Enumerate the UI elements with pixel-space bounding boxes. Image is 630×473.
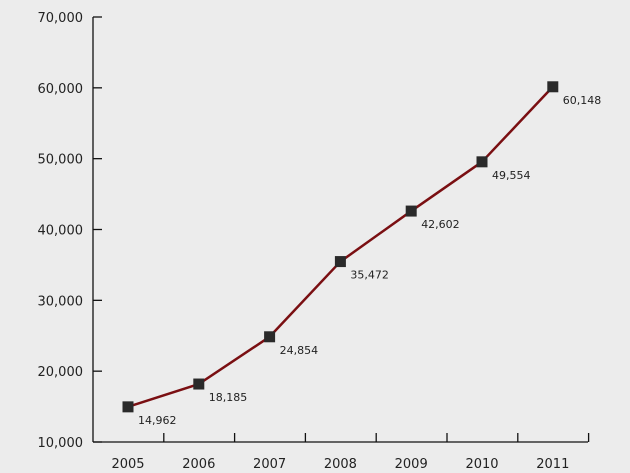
x-tick-label: 2006 [182, 457, 215, 472]
data-label: 24,854 [280, 344, 319, 357]
data-point-marker [334, 256, 346, 268]
data-label: 60,148 [563, 94, 602, 107]
series-line [127, 85, 554, 409]
data-label: 18,185 [209, 391, 248, 404]
data-point-marker [547, 81, 559, 93]
y-tick-label: 50,000 [38, 153, 84, 168]
data-point-marker [193, 378, 205, 390]
y-tick-label: 40,000 [38, 224, 84, 239]
x-tick-label: 2011 [536, 457, 569, 472]
x-tick-label: 2010 [465, 457, 498, 472]
data-label: 14,962 [138, 414, 177, 427]
data-label: 42,602 [421, 218, 460, 231]
x-tick-label: 2005 [111, 457, 144, 472]
y-tick-label: 60,000 [38, 82, 84, 97]
x-tick-label: 2007 [253, 457, 286, 472]
data-label: 35,472 [350, 269, 389, 282]
y-tick-label: 20,000 [38, 365, 84, 380]
y-tick-label: 30,000 [38, 294, 84, 309]
x-tick-label: 2008 [324, 457, 357, 472]
y-tick-label: 10,000 [38, 436, 84, 451]
data-label: 49,554 [492, 169, 531, 182]
data-point-marker [476, 156, 488, 168]
data-point-marker [405, 205, 417, 217]
x-tick-label: 2009 [395, 457, 428, 472]
data-point-marker [122, 401, 134, 413]
data-point-marker [264, 331, 276, 343]
y-tick-label: 70,000 [38, 11, 84, 26]
